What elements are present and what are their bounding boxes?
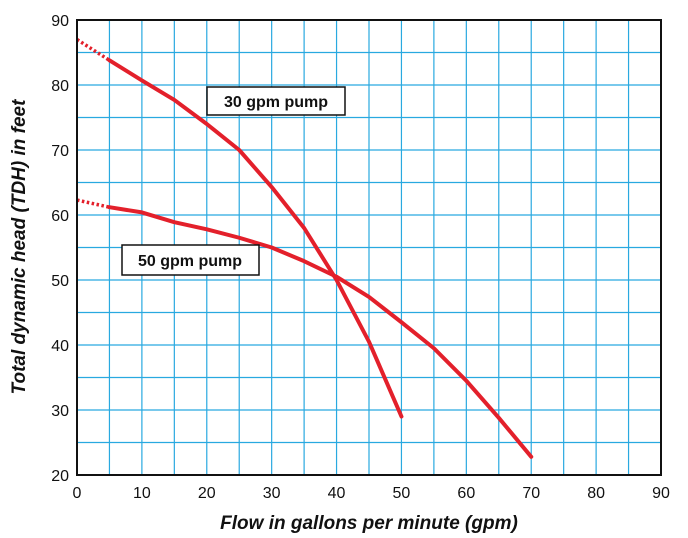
x-tick-label: 80 [587,485,605,502]
y-tick-label: 50 [51,273,69,290]
y-tick-label: 60 [51,208,69,225]
y-axis-title: Total dynamic head (TDH) in feet [9,99,30,395]
x-tick-label: 70 [522,485,540,502]
x-axis-title: Flow in gallons per minute (gpm) [220,513,518,534]
callout-box-30-gpm-pump [206,86,346,116]
y-tick-label: 80 [51,78,69,95]
plot-frame [76,19,662,476]
x-tick-label: 90 [652,485,670,502]
x-tick-label: 10 [133,485,151,502]
callout-box-50-gpm-pump [121,244,260,276]
callout-30-gpm-pump: 30 gpm pump [206,86,346,116]
series-extrapolation-50-gpm-pump [76,198,110,209]
x-tick-label: 30 [263,485,281,502]
tick-labels: 0 10 20 30 40 50 60 70 80 90 20 30 40 50 60 70 80 90 [51,13,670,502]
callout-label-50-gpm-pump: 50 gpm pump [138,253,242,270]
x-tick-label: 0 [73,485,82,502]
x-tick-label: 60 [457,485,475,502]
x-tick-label: 40 [328,485,346,502]
x-tick-label: 20 [198,485,216,502]
y-tick-label: 30 [51,403,69,420]
series-line-50-gpm-pump [107,205,534,459]
y-tick-label: 40 [51,338,69,355]
callout-50-gpm-pump: 50 gpm pump [121,244,260,276]
callout-label-30-gpm-pump: 30 gpm pump [224,94,328,111]
series-extrapolation-30-gpm-pump [76,38,111,62]
series-line-30-gpm-pump [107,58,404,419]
x-tick-label: 50 [393,485,411,502]
y-tick-label: 70 [51,143,69,160]
series-lines [76,38,534,459]
y-tick-label: 90 [51,13,69,30]
y-tick-label: 20 [51,468,69,485]
